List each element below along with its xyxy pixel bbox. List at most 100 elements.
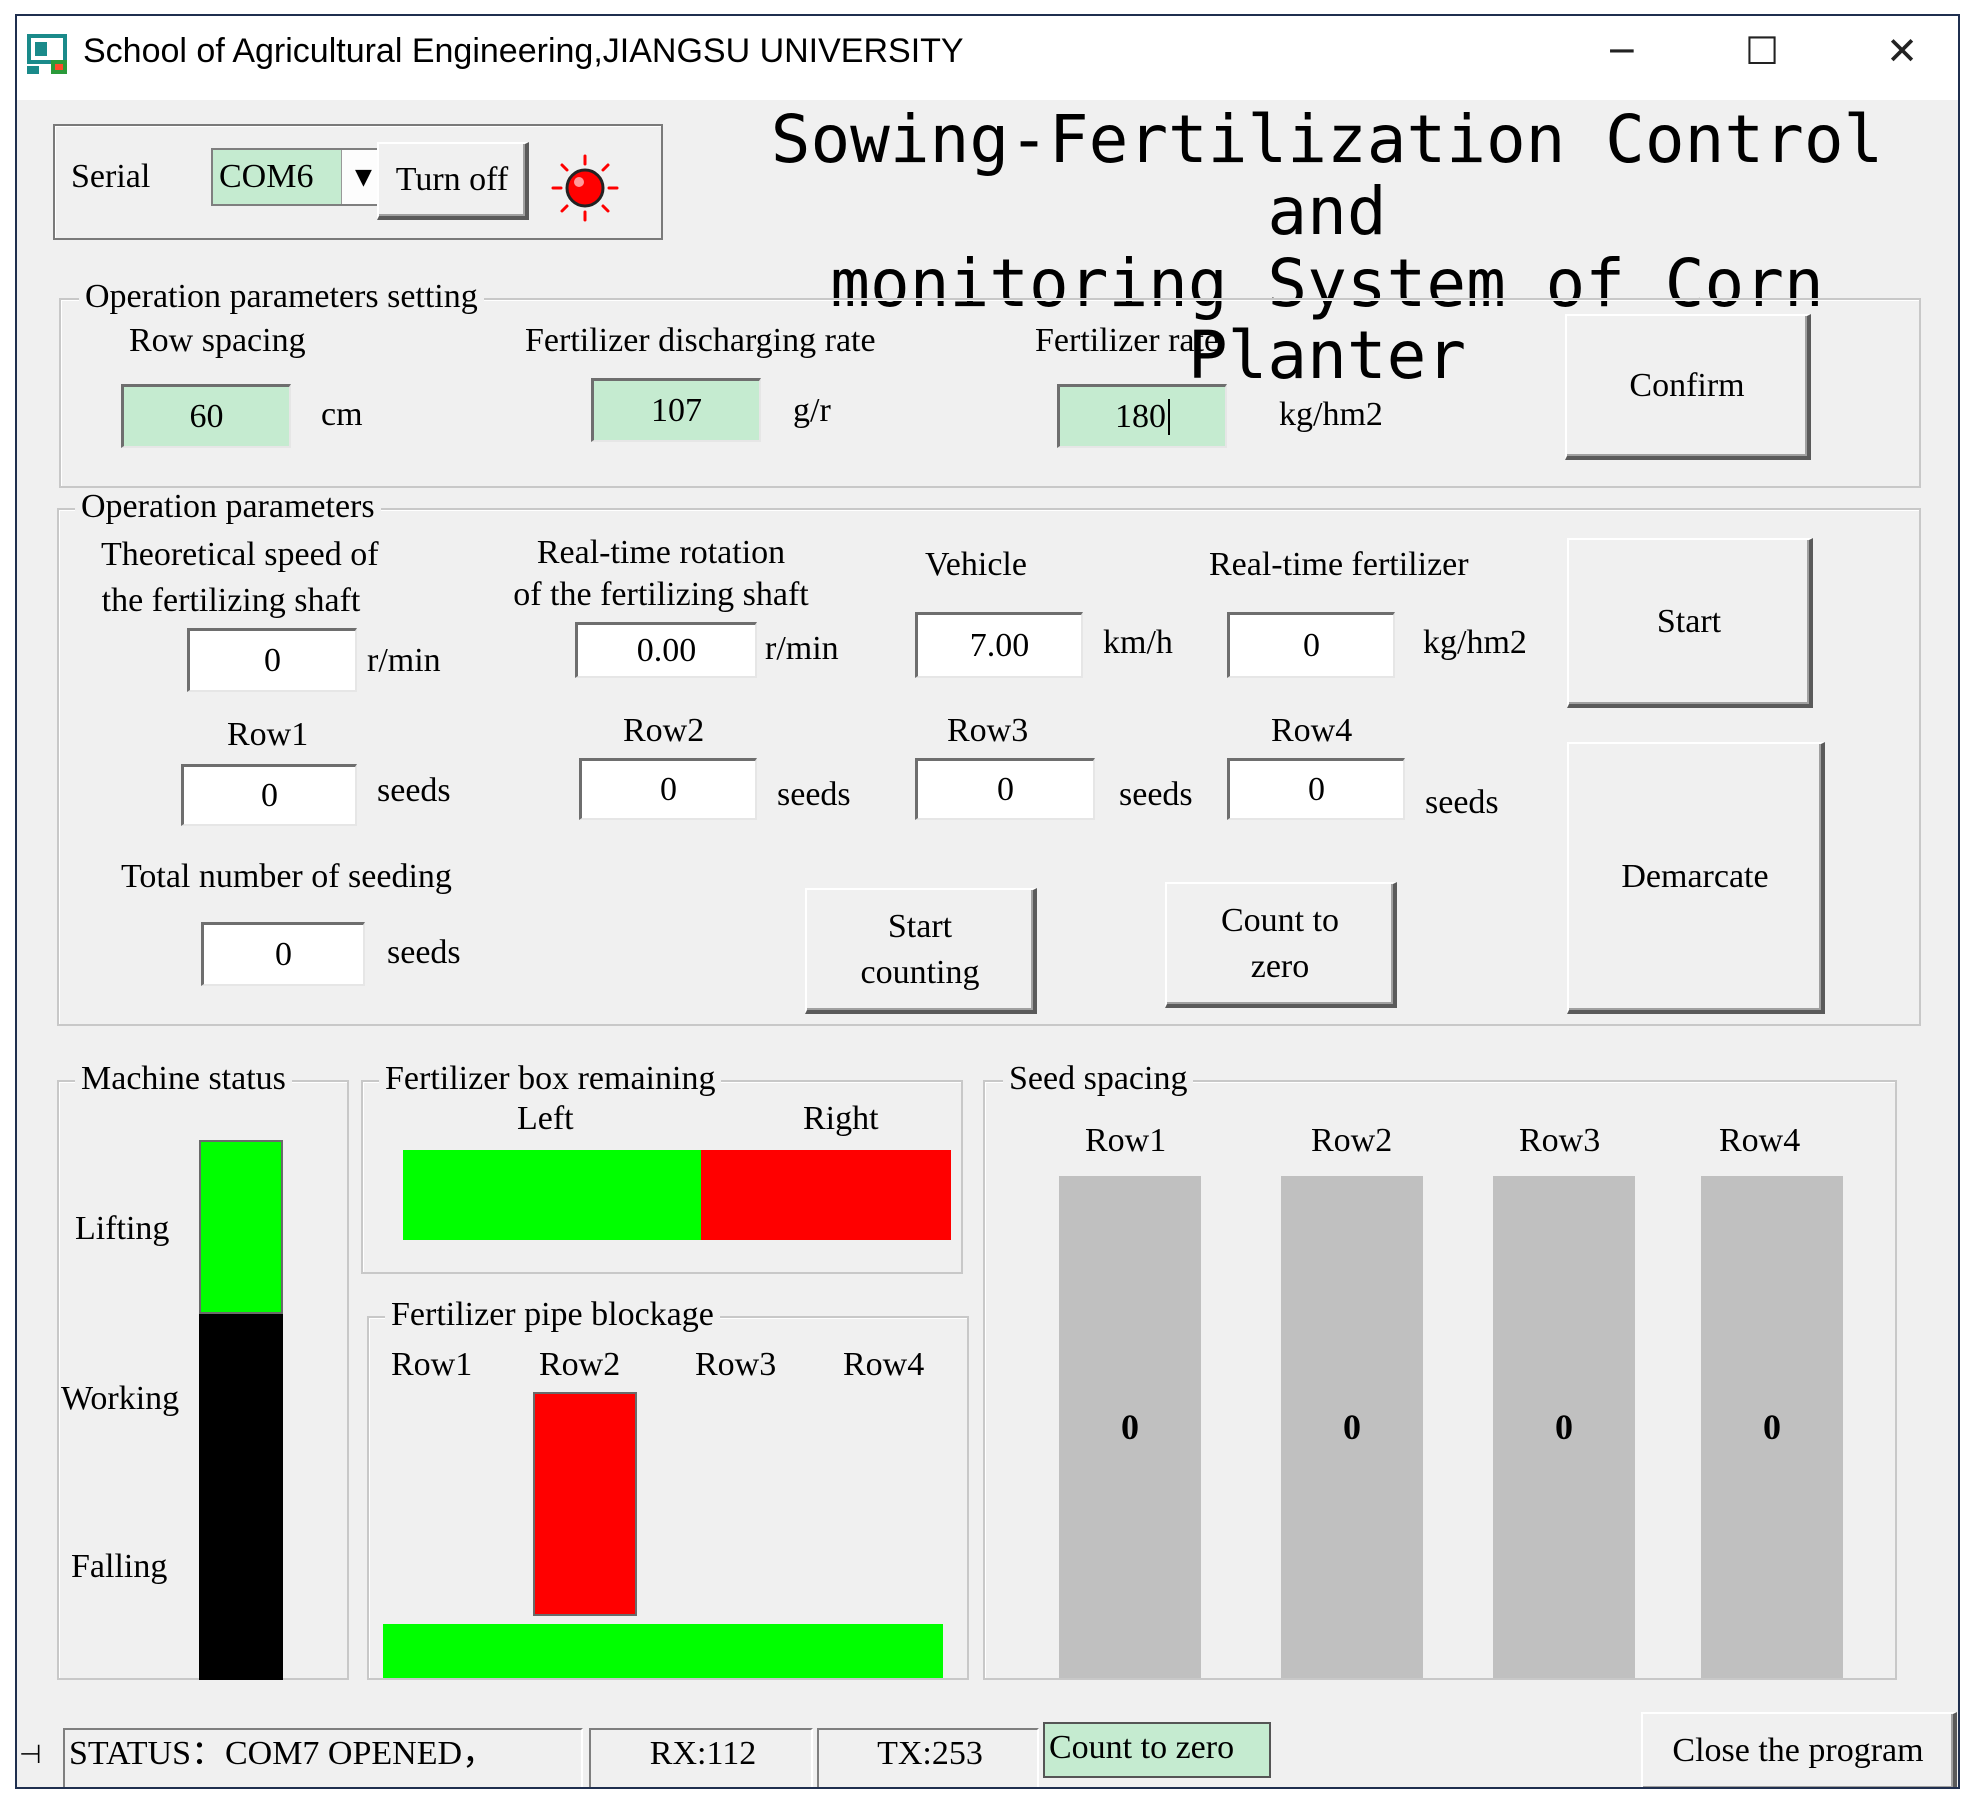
fertilizer-box-left-indicator (403, 1150, 701, 1240)
minimize-icon: ─ (1610, 29, 1634, 73)
realtime-rotation-unit: r/min (765, 630, 839, 667)
row1-seeds-field: 0 (181, 764, 357, 826)
system-title-line1: Sowing-Fertilization Control and (770, 101, 1884, 250)
realtime-rotation-label-line2: of the fertilizing shaft (513, 576, 809, 613)
realtime-rotation-label-line1: Real-time rotation (536, 534, 786, 571)
demarcate-button[interactable]: Demarcate (1567, 742, 1825, 1014)
theoretical-speed-label-line2: the fertilizing shaft (101, 582, 361, 619)
pipe-blockage-base-indicator (383, 1624, 943, 1678)
start-button[interactable]: Start (1567, 538, 1813, 708)
maximize-button[interactable]: ☐ (1697, 16, 1827, 86)
falling-label: Falling (71, 1548, 168, 1585)
count-to-zero-label: Count to zero (1220, 902, 1340, 985)
seed-spacing-legend: Seed spacing (1003, 1060, 1194, 1098)
row-spacing-unit: cm (321, 396, 363, 433)
row2-label: Row2 (623, 712, 705, 749)
lifting-indicator (199, 1140, 283, 1314)
spacing-row2-bar: 0 (1281, 1176, 1423, 1678)
spacing-row3-bar: 0 (1493, 1176, 1635, 1678)
realtime-fertilizer-unit: kg/hm2 (1423, 624, 1527, 661)
operation-legend: Operation parameters (75, 488, 381, 526)
row3-label: Row3 (947, 712, 1029, 749)
settings-legend: Operation parameters setting (79, 278, 484, 316)
pipe-blockage-legend: Fertilizer pipe blockage (385, 1296, 720, 1334)
rx-counter: RX:112 (589, 1728, 813, 1787)
row1-label: Row1 (227, 716, 309, 753)
working-label: Working (61, 1380, 180, 1417)
start-counting-label: Start counting (860, 908, 980, 991)
start-counting-button[interactable]: Start counting (805, 888, 1037, 1014)
row2-seeds-unit: seeds (777, 776, 851, 813)
row4-seeds-unit: seeds (1425, 784, 1499, 821)
spacing-row4-label: Row4 (1719, 1122, 1801, 1159)
theoretical-speed-label-line1: Theoretical speed of (101, 536, 379, 573)
count-to-zero-button[interactable]: Count to zero (1165, 882, 1397, 1008)
total-seeding-unit: seeds (387, 934, 461, 971)
pin-icon[interactable]: ⊣ (19, 1740, 42, 1770)
theoretical-speed-unit: r/min (367, 642, 441, 679)
discharging-rate-input[interactable]: 107 (591, 378, 761, 442)
pipe-row3-label: Row3 (695, 1346, 777, 1383)
lifting-label: Lifting (75, 1210, 170, 1247)
tx-counter: TX:253 (817, 1728, 1039, 1787)
vehicle-label: Vehicle (925, 546, 1027, 583)
row2-seeds-field: 0 (579, 758, 757, 820)
theoretical-speed-field: 0 (187, 628, 357, 692)
row4-seeds-field: 0 (1227, 758, 1405, 820)
realtime-fertilizer-field: 0 (1227, 612, 1395, 678)
app-icon (27, 34, 67, 74)
fertilizer-rate-input[interactable]: 180 (1057, 384, 1227, 448)
window-title: School of Agricultural Engineering,JIANG… (83, 32, 964, 70)
row-spacing-input[interactable]: 60 (121, 384, 291, 448)
fertilizer-box-legend: Fertilizer box remaining (379, 1060, 722, 1098)
total-seeding-label: Total number of seeding (121, 858, 452, 895)
spacing-row2-label: Row2 (1311, 1122, 1393, 1159)
realtime-fertilizer-label: Real-time fertilizer (1209, 546, 1469, 583)
vehicle-speed-field: 7.00 (915, 612, 1083, 678)
total-seeding-field: 0 (201, 922, 365, 986)
seed-spacing-group (983, 1080, 1897, 1680)
spacing-row4-bar: 0 (1701, 1176, 1843, 1678)
machine-status-legend: Machine status (75, 1060, 292, 1098)
text-caret (1168, 398, 1170, 435)
fertilizer-box-right-indicator (701, 1150, 951, 1240)
fertilizer-box-left-label: Left (517, 1100, 574, 1137)
status-count-to-zero-button[interactable]: Count to zero (1043, 1722, 1271, 1778)
pipe-row2-label: Row2 (539, 1346, 621, 1383)
pipe-row1-label: Row1 (391, 1346, 473, 1383)
turn-off-button[interactable]: Turn off (377, 142, 529, 220)
spacing-row1-bar: 0 (1059, 1176, 1201, 1678)
system-title: Sowing-Fertilization Control and monitor… (717, 104, 1937, 392)
pipe-row2-blockage-indicator (533, 1392, 637, 1616)
serial-port-select[interactable]: COM6 ▼ (211, 148, 387, 206)
close-icon: ✕ (1886, 29, 1918, 73)
close-window-button[interactable]: ✕ (1837, 16, 1958, 86)
theoretical-speed-label: Theoretical speed of the fertilizing sha… (101, 532, 379, 624)
vehicle-speed-unit: km/h (1103, 624, 1173, 661)
spacing-row1-label: Row1 (1085, 1122, 1167, 1159)
fertilizer-rate-unit: kg/hm2 (1279, 396, 1383, 433)
serial-label: Serial (71, 158, 151, 195)
discharging-rate-label: Fertilizer discharging rate (525, 322, 876, 359)
row-spacing-label: Row spacing (129, 322, 306, 359)
row3-seeds-field: 0 (915, 758, 1095, 820)
realtime-rotation-label: Real-time rotation of the fertilizing sh… (491, 532, 831, 616)
working-falling-indicator (199, 1314, 283, 1680)
serial-panel: Serial COM6 ▼ Turn off (53, 124, 663, 240)
app-window: School of Agricultural Engineering,JIANG… (15, 14, 1960, 1789)
operation-group (57, 508, 1921, 1026)
realtime-rotation-field: 0.00 (575, 622, 757, 678)
pipe-row4-label: Row4 (843, 1346, 925, 1383)
system-title-line2: monitoring System of Corn Planter (830, 245, 1824, 394)
fertilizer-rate-label: Fertilizer rate (1035, 322, 1220, 359)
row4-label: Row4 (1271, 712, 1353, 749)
serial-port-value: COM6 (219, 158, 314, 195)
minimize-button[interactable]: ─ (1557, 16, 1687, 86)
fertilizer-rate-value: 180 (1115, 397, 1166, 435)
title-bar: School of Agricultural Engineering,JIANG… (17, 16, 1958, 100)
spacing-row3-label: Row3 (1519, 1122, 1601, 1159)
row1-seeds-unit: seeds (377, 772, 451, 809)
confirm-button[interactable]: Confirm (1565, 314, 1811, 460)
close-program-button[interactable]: Close the program (1641, 1712, 1957, 1787)
row3-seeds-unit: seeds (1119, 776, 1193, 813)
